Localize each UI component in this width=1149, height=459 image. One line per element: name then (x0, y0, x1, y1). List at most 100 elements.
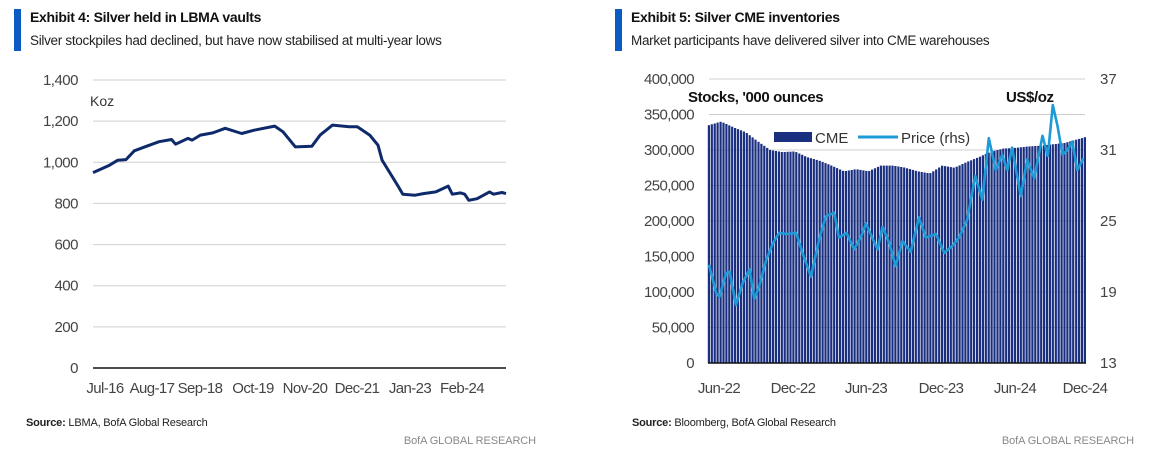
cme-stock-bar (941, 165, 944, 363)
exhibit-title: Exhibit 4: Silver held in LBMA vaults (30, 9, 262, 25)
left-unit-label: Stocks, '000 ounces (688, 89, 823, 106)
cme-stock-bar (952, 167, 955, 363)
cme-stock-bar (850, 170, 853, 363)
y-tick-label: 200,000 (644, 213, 694, 230)
x-tick-label: Jun-23 (845, 380, 888, 397)
cme-stock-bar (771, 150, 775, 363)
accent-bar (14, 9, 21, 51)
cme-stock-bar (1037, 145, 1040, 363)
source-label: Source: (26, 417, 66, 429)
cme-stock-bar (748, 135, 751, 363)
exhibit-4-panel: Exhibit 4: Silver held in LBMA vaults Si… (0, 0, 540, 459)
y-tick-label: 600 (54, 237, 78, 254)
cme-stock-bar (879, 165, 882, 363)
cme-stock-bar (1028, 146, 1031, 363)
brand-footer: BofA GLOBAL RESEARCH (403, 435, 536, 447)
cme-stock-bar (760, 143, 763, 363)
y-tick-label: 800 (54, 195, 78, 212)
x-tick-label: Jan-23 (389, 380, 432, 397)
cme-stock-bar (976, 157, 979, 363)
y-tick-label: 1,200 (43, 113, 78, 130)
cme-stock-bar (973, 159, 976, 363)
cme-stock-bar (964, 162, 967, 363)
cme-stock-bar (859, 169, 862, 363)
cme-stock-bar (739, 130, 743, 363)
cme-stock-bar (961, 164, 964, 363)
y-tick-label: 1,400 (43, 72, 78, 89)
cme-stock-bar (710, 124, 713, 363)
cme-stock-bar (792, 151, 795, 363)
source-note: Source: Bloomberg, BofA Global Research (632, 417, 836, 429)
cme-stock-bar (978, 156, 982, 363)
cme-stock-bar (722, 122, 725, 363)
cme-stock-bar (1060, 143, 1063, 363)
cme-stock-bar (1080, 138, 1084, 363)
cme-stock-bar (1045, 145, 1049, 363)
lbma-holdings-line (92, 123, 507, 202)
cme-stock-bar (938, 167, 941, 363)
y-tick-label: 350,000 (644, 107, 694, 124)
cme-stock-bar (757, 141, 760, 363)
cme-stock-bar (929, 173, 932, 363)
right-unit-label: US$/oz (1006, 89, 1054, 106)
cme-stock-bar (999, 149, 1002, 363)
exhibit-subtitle: Silver stockpiles had declined, but have… (30, 33, 442, 48)
cme-stock-bar (745, 133, 748, 363)
cme-stock-bar (751, 137, 754, 363)
cme-stock-bar (827, 164, 830, 363)
cme-stock-bar (1054, 144, 1057, 363)
cme-stock-bar (949, 167, 952, 363)
cme-stock-bar (777, 151, 780, 363)
x-tick-label: Dec-22 (771, 380, 816, 397)
cme-stock-bar (809, 158, 812, 363)
cme-stock-bar (926, 173, 929, 363)
source-label: Source: (632, 417, 672, 429)
legend-label-price: Price (rhs) (901, 130, 970, 147)
cme-stock-bar (830, 165, 833, 363)
cme-stock-bar (1008, 148, 1011, 363)
cme-stock-bar (836, 168, 839, 363)
cme-stock-bar (1043, 145, 1046, 363)
cme-stock-bar (917, 171, 920, 363)
cme-stock-bar (774, 151, 777, 363)
cme-stock-bar (713, 123, 716, 363)
brand-footer: BofA GLOBAL RESEARCH (1001, 435, 1134, 447)
cme-stock-bar (897, 166, 900, 363)
accent-bar (615, 9, 622, 51)
cme-stock-bar (981, 155, 984, 363)
y-tick-label: 150,000 (644, 249, 694, 266)
cme-stock-bar (862, 170, 865, 363)
y-tick-label: 300,000 (644, 142, 694, 159)
y-tick-label: 400 (54, 278, 78, 295)
source-note: Source: LBMA, BofA Global Research (26, 417, 208, 429)
cme-stock-bar (783, 152, 786, 363)
cme-stock-bar (885, 165, 888, 363)
cme-stock-bar (958, 165, 961, 363)
cme-stock-bar (780, 152, 783, 363)
cme-stock-bar (1025, 146, 1028, 363)
cme-stock-bar (821, 161, 824, 363)
y2-tick-label: 13 (1100, 355, 1117, 372)
cme-stock-bar (935, 169, 938, 363)
cme-stock-bar (725, 124, 728, 363)
x-tick-label: Oct-19 (232, 380, 274, 397)
cme-stock-bar (1005, 148, 1008, 363)
cme-stock-bar (853, 169, 856, 363)
cme-stock-bar (1057, 143, 1060, 363)
cme-stock-bar (833, 166, 836, 363)
cme-stock-bar (824, 163, 827, 363)
cme-stock-bar (818, 160, 821, 363)
cme-stock-bar (786, 151, 789, 363)
y2-tick-label: 19 (1100, 284, 1117, 301)
y-tick-label: 0 (70, 360, 78, 377)
cme-stock-bar (908, 169, 912, 363)
cme-stock-bar (806, 157, 810, 363)
y-tick-label: 1,000 (43, 154, 78, 171)
cme-stock-bar (903, 167, 906, 363)
cme-stock-bar (1034, 146, 1037, 363)
cme-stock-bar (815, 159, 818, 363)
y-tick-label: 400,000 (644, 71, 694, 88)
cme-stock-bar (763, 145, 766, 363)
exhibit-5-panel: Exhibit 5: Silver CME inventories Market… (610, 0, 1149, 459)
cme-stock-bar (882, 165, 885, 363)
